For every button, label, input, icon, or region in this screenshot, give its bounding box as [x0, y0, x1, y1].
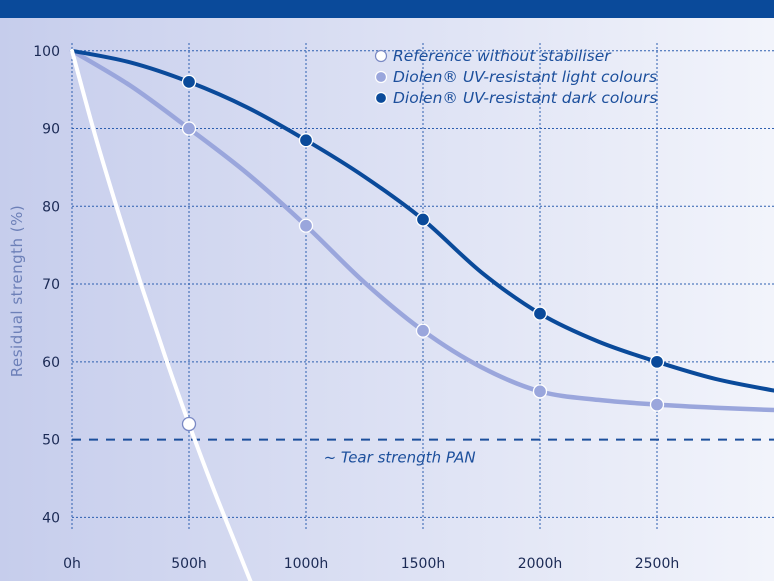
data-point: [532, 306, 548, 321]
y-tick-label: 90: [42, 122, 60, 138]
data-point: [649, 397, 665, 412]
data-point: [532, 384, 548, 399]
legend-label: Diolen® UV-resistant dark colours: [393, 89, 657, 107]
y-tick-label: 100: [33, 44, 60, 60]
x-tick-label: 2500h: [635, 556, 680, 572]
data-point: [298, 218, 314, 233]
data-point: [181, 416, 197, 432]
legend-marker: [374, 91, 388, 105]
x-tick-label: 2000h: [518, 556, 563, 572]
y-axis-label: Residual strength (%): [8, 205, 26, 378]
y-tick-label: 40: [42, 510, 60, 526]
y-tick-label: 50: [42, 433, 60, 449]
x-tick-label: 1000h: [284, 556, 329, 572]
legend-label: Diolen® UV-resistant light colours: [393, 68, 657, 86]
legend-marker: [374, 49, 388, 63]
x-tick-label: 1500h: [401, 556, 446, 572]
data-point: [649, 354, 665, 369]
y-tick-label: 80: [42, 199, 60, 215]
series-line: [70, 48, 253, 581]
x-tick-label: 0h: [63, 556, 81, 572]
legend-marker: [374, 70, 388, 84]
data-point: [415, 212, 431, 227]
data-point: [181, 121, 197, 136]
y-tick-label: 60: [42, 355, 60, 371]
data-point: [298, 133, 314, 148]
data-point: [181, 74, 197, 90]
x-tick-label: 500h: [171, 556, 207, 572]
legend-label: Reference without stabiliser: [393, 47, 612, 65]
data-point: [415, 323, 431, 338]
y-tick-label: 70: [42, 277, 60, 293]
header-band: [0, 0, 774, 18]
reference-line-label: ~ Tear strength PAN: [324, 449, 476, 467]
